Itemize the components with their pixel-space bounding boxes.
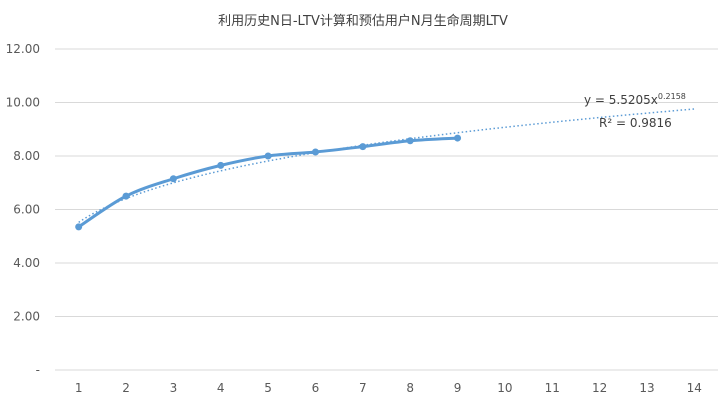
x-tick-label: 6 xyxy=(312,381,320,395)
y-tick-label: 10.00 xyxy=(6,96,40,110)
chart-title: 利用历史N日-LTV计算和预估用户N月生命周期LTV xyxy=(218,13,508,29)
x-tick-label: 8 xyxy=(406,381,414,395)
x-tick-label: 4 xyxy=(217,381,225,395)
trendline-power xyxy=(78,108,695,223)
data-point xyxy=(264,152,272,160)
data-point xyxy=(169,175,177,183)
x-tick-label: 10 xyxy=(497,381,512,395)
series-line xyxy=(77,136,460,229)
gridlines xyxy=(55,48,718,371)
x-tick-label: 3 xyxy=(170,381,178,395)
y-tick-label: 6.00 xyxy=(13,203,40,217)
x-tick-label: 7 xyxy=(359,381,367,395)
x-axis-tick-labels: 1 2 3 4 5 6 7 8 9 10 11 12 13 14 xyxy=(75,381,702,395)
trendline-equation-exponent: 0.2158 xyxy=(658,92,686,101)
y-tick-label: 12.00 xyxy=(6,42,40,56)
y-tick-label: 2.00 xyxy=(13,310,40,324)
x-tick-label: 11 xyxy=(545,381,560,395)
data-point xyxy=(311,148,319,156)
x-tick-label: 13 xyxy=(639,381,654,395)
series-markers xyxy=(75,134,462,231)
trendline-r-squared: R² = 0.9816 xyxy=(599,116,672,130)
x-tick-label: 12 xyxy=(592,381,607,395)
y-axis-tick-labels: - 2.00 4.00 6.00 8.00 10.00 12.00 xyxy=(6,42,40,377)
x-tick-label: 1 xyxy=(75,381,83,395)
x-tick-label: 14 xyxy=(687,381,702,395)
trendline-equation-base: y = 5.5205x xyxy=(584,93,658,107)
trendline-equation: y = 5.5205x0.2158 xyxy=(584,92,686,107)
x-tick-label: 5 xyxy=(264,381,272,395)
x-tick-label: 9 xyxy=(454,381,462,395)
x-tick-label: 2 xyxy=(122,381,130,395)
data-point xyxy=(406,137,414,145)
y-tick-label: 4.00 xyxy=(13,256,40,270)
y-tick-label: - xyxy=(36,363,40,377)
data-point xyxy=(75,223,83,231)
data-point xyxy=(217,161,225,169)
y-tick-label: 8.00 xyxy=(13,149,40,163)
data-point xyxy=(359,143,367,151)
data-point xyxy=(122,192,130,200)
data-point xyxy=(454,134,462,142)
